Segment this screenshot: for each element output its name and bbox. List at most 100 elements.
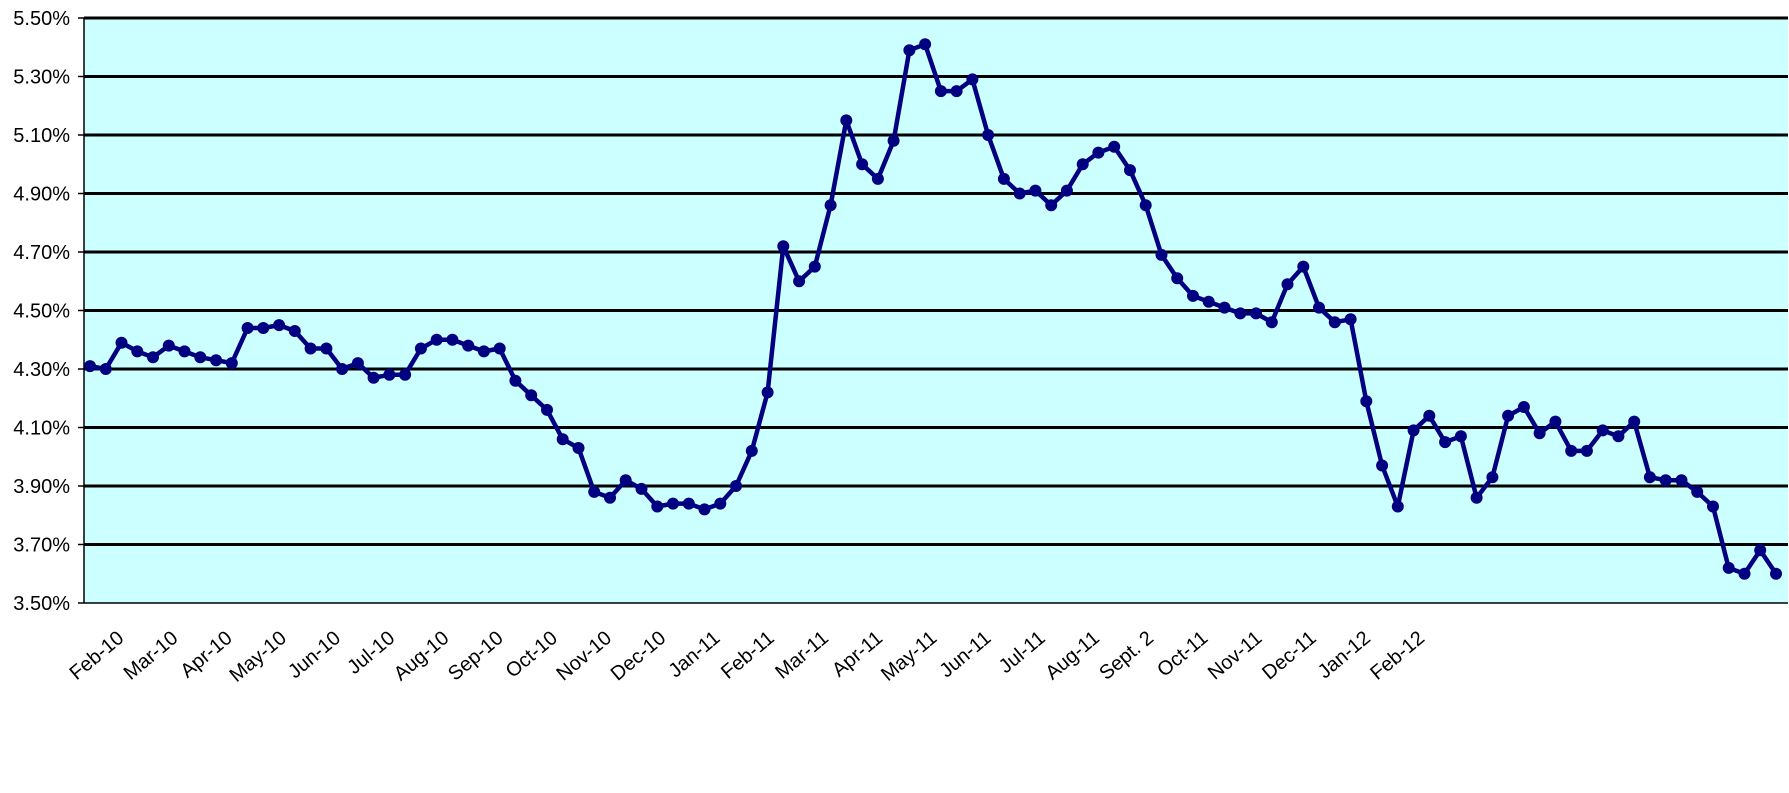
- data-point: [1596, 424, 1609, 437]
- data-point: [1029, 184, 1042, 197]
- x-tick-label: Aug-11: [1041, 627, 1103, 684]
- x-tick-label: May-11: [877, 627, 941, 686]
- data-point: [1722, 561, 1735, 574]
- data-point: [1155, 248, 1168, 261]
- data-point: [351, 357, 364, 370]
- data-point: [588, 485, 601, 498]
- x-tick-label: Apr-11: [828, 627, 887, 681]
- x-tick-label: Dec-11: [1258, 627, 1320, 684]
- data-point: [257, 322, 270, 334]
- data-point: [1092, 146, 1105, 159]
- data-point: [777, 240, 790, 253]
- data-point: [1265, 316, 1278, 329]
- x-tick-label: Oct-11: [1153, 627, 1212, 681]
- data-point: [1281, 278, 1294, 291]
- data-point: [871, 172, 884, 185]
- x-tick-label: Nov-11: [1204, 627, 1266, 684]
- data-point: [1391, 500, 1404, 513]
- data-point: [225, 357, 238, 370]
- x-tick-label: Jun-10: [284, 627, 345, 683]
- data-point: [1628, 415, 1641, 428]
- data-point: [304, 342, 317, 355]
- data-point: [1738, 567, 1751, 580]
- x-tick-label: Jan-11: [665, 627, 725, 682]
- data-point: [1376, 459, 1389, 472]
- data-point: [1754, 544, 1767, 557]
- data-point: [1612, 430, 1625, 443]
- x-tick-label: Jul-11: [995, 627, 1050, 678]
- x-tick-label: Feb-12: [1366, 627, 1429, 685]
- data-point: [761, 386, 774, 399]
- data-point: [162, 339, 175, 352]
- data-point: [115, 336, 128, 349]
- data-point: [745, 444, 758, 457]
- data-point: [1691, 485, 1704, 498]
- data-point: [619, 474, 632, 487]
- data-point: [651, 500, 664, 513]
- x-tick-label: May-10: [226, 627, 291, 687]
- y-tick-label: 5.10%: [13, 125, 70, 147]
- data-point: [1533, 427, 1546, 440]
- data-point: [1250, 307, 1262, 320]
- data-point: [493, 342, 506, 355]
- data-point: [1360, 395, 1373, 408]
- x-tick-label: Jan-12: [1314, 627, 1375, 683]
- data-point: [131, 345, 144, 358]
- data-point: [808, 260, 821, 273]
- data-point: [541, 403, 553, 416]
- x-tick-label: Nov-10: [552, 627, 616, 685]
- data-point: [194, 351, 207, 364]
- data-point: [1013, 187, 1026, 200]
- data-point: [950, 85, 963, 98]
- x-tick-label: Feb-11: [717, 627, 779, 684]
- data-point: [509, 374, 522, 387]
- data-point: [1439, 436, 1452, 449]
- data-point: [525, 389, 538, 402]
- data-point: [1171, 272, 1184, 285]
- data-point: [903, 44, 916, 57]
- x-tick-label: Mar-11: [771, 627, 833, 684]
- data-point: [1565, 444, 1578, 457]
- data-point: [147, 351, 159, 364]
- data-point: [320, 342, 333, 355]
- y-tick-label: 4.30%: [13, 359, 70, 381]
- data-point: [635, 482, 648, 495]
- data-point: [1423, 409, 1436, 422]
- data-point: [919, 38, 932, 51]
- data-point: [793, 275, 806, 288]
- data-point: [462, 339, 475, 352]
- data-point: [1659, 474, 1672, 487]
- data-point: [1470, 491, 1483, 504]
- data-point: [446, 333, 459, 346]
- data-point: [934, 85, 947, 98]
- data-point: [1328, 316, 1341, 329]
- x-tick-label: Mar-10: [120, 627, 183, 685]
- data-point: [273, 319, 286, 332]
- data-point: [698, 503, 711, 516]
- x-tick-label: Jun-11: [936, 627, 996, 682]
- data-point: [1407, 424, 1420, 437]
- x-tick-label: Apr-10: [176, 627, 236, 682]
- data-point: [1486, 471, 1499, 484]
- data-point: [1549, 415, 1562, 428]
- data-point: [414, 342, 427, 355]
- y-axis-tick-labels: 5.50% 5.30% 5.10% 4.90% 4.70% 4.50% 4.30% 4.10%…: [13, 8, 84, 615]
- data-point: [1643, 471, 1656, 484]
- data-point: [99, 363, 112, 375]
- x-tick-label: Dec-10: [607, 627, 671, 685]
- data-point: [241, 322, 254, 334]
- data-point: [1675, 474, 1688, 487]
- data-point: [1313, 301, 1325, 314]
- data-point: [1060, 184, 1073, 197]
- data-point: [572, 442, 585, 454]
- data-point: [383, 368, 396, 381]
- data-point: [682, 497, 695, 510]
- data-point: [982, 129, 995, 141]
- data-point: [856, 158, 869, 171]
- data-point: [288, 325, 301, 337]
- data-point: [1454, 430, 1467, 443]
- data-point: [604, 491, 616, 504]
- data-point: [966, 73, 979, 86]
- x-tick-label: Feb-10: [66, 627, 129, 685]
